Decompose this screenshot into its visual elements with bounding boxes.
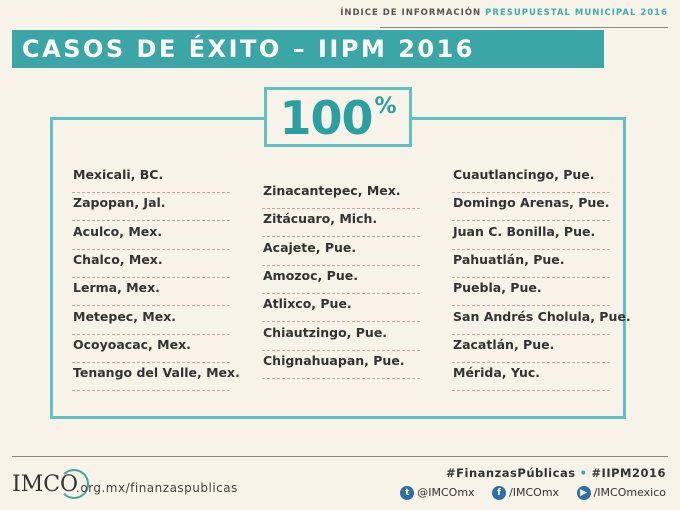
municipality-item: Atlixco, Pue. bbox=[262, 293, 420, 323]
municipality-label: Aculco, Mex. bbox=[73, 223, 163, 239]
municipality-item: Chalco, Mex. bbox=[72, 249, 230, 278]
municipality-label: Mérida, Yuc. bbox=[453, 365, 541, 381]
municipality-item: Amozoc, Pue. bbox=[262, 265, 420, 294]
municipality-item: Cuautlancingo, Pue. bbox=[452, 164, 610, 193]
social-facebook[interactable]: f/IMCOmx bbox=[492, 486, 560, 500]
municipality-item: Zacatlán, Pue. bbox=[452, 334, 610, 363]
municipality-label: Tenango del Valle, Mex. bbox=[73, 365, 240, 381]
youtube-icon: ▶ bbox=[576, 486, 591, 500]
municipality-label: Chignahuapan, Pue. bbox=[263, 352, 405, 368]
municipality-label: Juan C. Bonilla, Pue. bbox=[453, 223, 596, 239]
municipality-item: Chignahuapan, Pue. bbox=[262, 350, 420, 379]
municipality-label: Mexicali, BC. bbox=[73, 167, 164, 182]
title-banner: CASOS DE ÉXITO – IIPM 2016 bbox=[12, 30, 604, 68]
hashtags: #FinanzasPúblicas • #IIPM2016 bbox=[446, 466, 666, 480]
municipality-label: Puebla, Pue. bbox=[453, 280, 542, 296]
municipality-label: Pahuatlán, Pue. bbox=[453, 251, 565, 267]
municipality-item: Juan C. Bonilla, Pue. bbox=[452, 221, 610, 250]
top-caption-accent: PRESUPUESTAL MUNICIPAL 2016 bbox=[485, 8, 668, 18]
municipality-item: Aculco, Mex. bbox=[72, 221, 230, 250]
municipality-label: Metepec, Mex. bbox=[73, 308, 177, 324]
municipality-label: Chiautzingo, Pue. bbox=[263, 324, 388, 340]
municipality-label: Zitácuaro, Mich. bbox=[263, 211, 378, 227]
municipality-item: Pahuatlán, Pue. bbox=[452, 249, 610, 278]
logo-swirl-icon bbox=[59, 469, 89, 499]
social-links: t @IMCOmx f/IMCOmx ▶/IMCOmexico bbox=[386, 486, 666, 500]
municipality-label: Zacatlán, Pue. bbox=[453, 336, 555, 352]
youtube-handle: /IMCOmexico bbox=[593, 486, 666, 499]
twitter-handle: @IMCOmx bbox=[417, 486, 475, 499]
footer-url[interactable]: .org.mx/finanzaspublicas bbox=[76, 481, 238, 495]
page-title: CASOS DE ÉXITO – IIPM 2016 bbox=[22, 35, 475, 63]
municipality-label: Amozoc, Pue. bbox=[263, 267, 358, 283]
municipality-item: Mérida, Yuc. bbox=[452, 362, 610, 392]
municipality-item: Zitácuaro, Mich. bbox=[262, 208, 420, 238]
municipality-item: San Andrés Cholula, Pue. bbox=[452, 306, 631, 335]
hashtag-iipm[interactable]: #IIPM2016 bbox=[591, 466, 666, 480]
cases-frame: Mexicali, BC. Zapopan, Jal. Aculco, Mex. Ch… bbox=[50, 117, 631, 419]
municipality-label: Chalco, Mex. bbox=[73, 251, 163, 267]
facebook-icon: f bbox=[492, 486, 507, 500]
municipality-item: Chiautzingo, Pue. bbox=[262, 322, 420, 351]
score-value: 100 bbox=[279, 91, 373, 145]
municipality-item: Mexicali, BC. bbox=[72, 164, 230, 193]
municipality-item: Ocoyoacac, Mex. bbox=[72, 334, 230, 363]
separator-dot: • bbox=[579, 466, 588, 480]
top-caption-prefix: ÍNDICE DE INFORMACIÓN bbox=[340, 8, 482, 18]
municipality-item: Domingo Arenas, Pue. bbox=[452, 192, 610, 222]
social-youtube[interactable]: ▶/IMCOmexico bbox=[576, 486, 666, 500]
top-caption: ÍNDICE DE INFORMACIÓN PRESUPUESTAL MUNIC… bbox=[340, 8, 668, 18]
municipality-label: Atlixco, Pue. bbox=[263, 296, 352, 312]
municipality-label: Acajete, Pue. bbox=[263, 239, 357, 255]
municipality-label: San Andrés Cholula, Pue. bbox=[453, 308, 631, 324]
municipality-item: Zinacantepec, Mex. bbox=[262, 180, 420, 209]
twitter-icon: t bbox=[400, 486, 415, 500]
municipality-item: Tenango del Valle, Mex. bbox=[72, 362, 240, 392]
facebook-handle: /IMCOmx bbox=[509, 486, 560, 499]
municipality-item: Acajete, Pue. bbox=[262, 237, 420, 266]
score-badge: 100% bbox=[264, 87, 412, 147]
municipality-label: Lerma, Mex. bbox=[73, 280, 160, 296]
municipality-label: Cuautlancingo, Pue. bbox=[453, 167, 595, 182]
municipality-item: Zapopan, Jal. bbox=[72, 192, 230, 222]
imco-logo: IMCO bbox=[12, 469, 89, 499]
social-twitter[interactable]: t @IMCOmx bbox=[400, 486, 475, 500]
municipality-item: Lerma, Mex. bbox=[72, 277, 230, 307]
municipality-label: Zapopan, Jal. bbox=[73, 195, 166, 211]
municipality-item: Puebla, Pue. bbox=[452, 277, 610, 307]
municipality-label: Ocoyoacac, Mex. bbox=[73, 336, 191, 352]
municipality-item: Metepec, Mex. bbox=[72, 306, 230, 335]
top-divider bbox=[380, 27, 668, 28]
footer-divider bbox=[12, 456, 668, 457]
hashtag-finanzas[interactable]: #FinanzasPúblicas bbox=[446, 466, 576, 480]
municipality-label: Domingo Arenas, Pue. bbox=[453, 195, 610, 211]
score-percent-symbol: % bbox=[374, 94, 397, 119]
municipality-label: Zinacantepec, Mex. bbox=[263, 183, 401, 198]
